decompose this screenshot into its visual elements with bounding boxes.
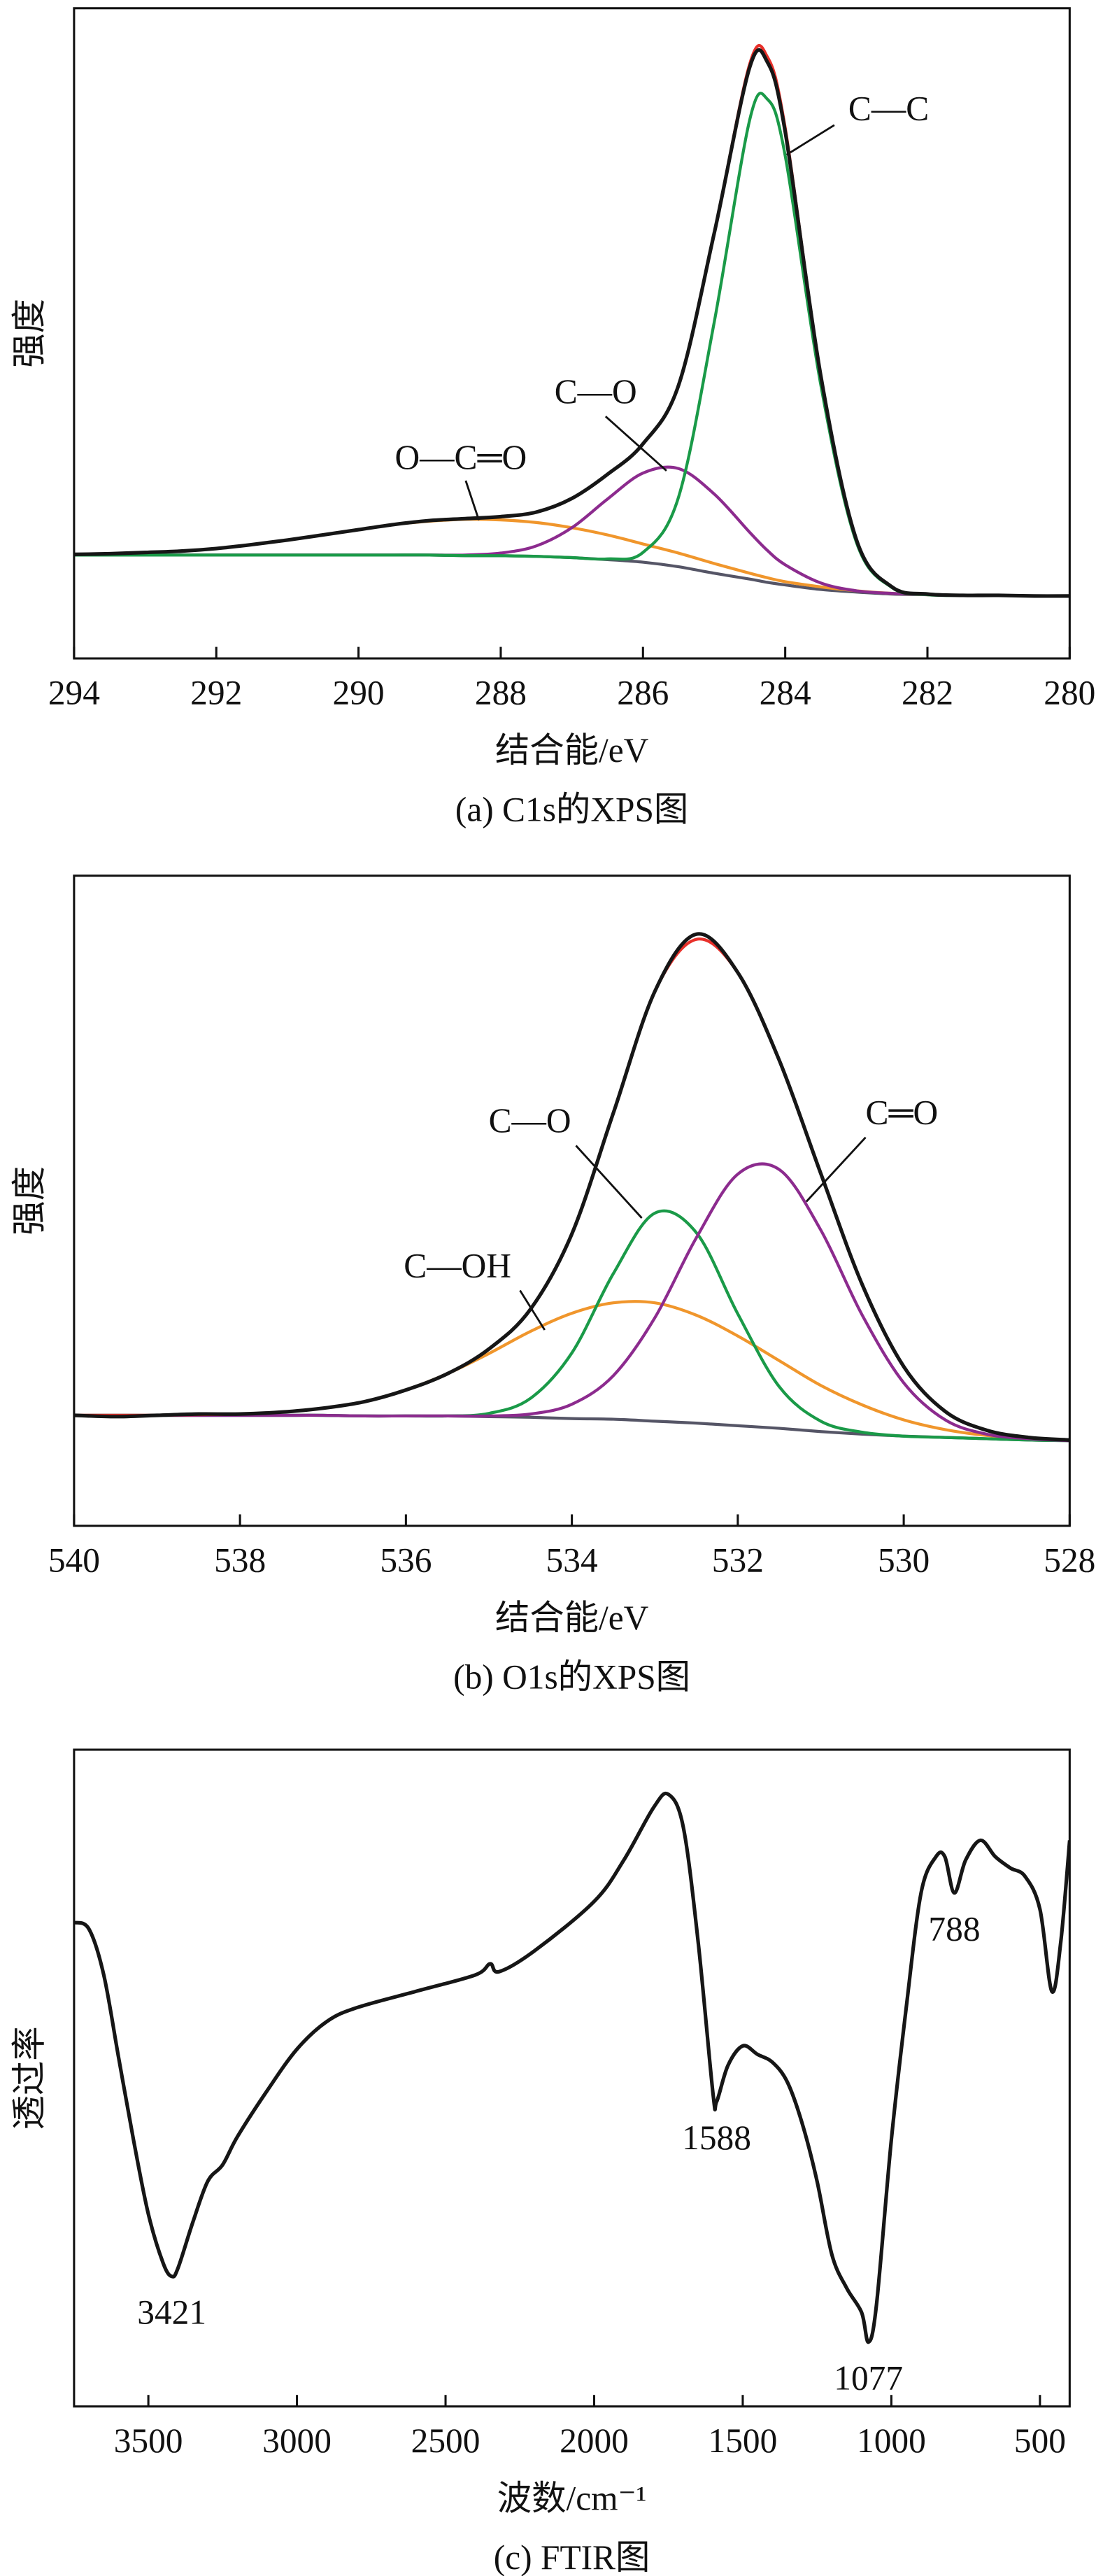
x-tick-label: 2000 (560, 2421, 629, 2460)
caption: (c) FTIR图 (494, 2538, 650, 2576)
y-axis-label: 透过率 (10, 2026, 48, 2130)
peak-annotation: C—O (489, 1101, 571, 1140)
peak-label: 1588 (682, 2118, 751, 2157)
plot-frame (73, 7, 1071, 660)
data-line (73, 465, 1070, 598)
plot-area: 3421 1588 1077 788 (73, 1791, 1070, 2397)
x-tick-label: 294 (48, 674, 100, 712)
data-line (73, 937, 1070, 1442)
peak-annotation: C—OH (404, 1246, 511, 1285)
x-tick-label: 290 (333, 674, 385, 712)
peak-label: 788 (928, 1909, 980, 1948)
x-tick-label: 540 (48, 1541, 100, 1579)
plot-area: O—C═O C—O C—C (73, 43, 1070, 598)
peak-annotation: C═O (866, 1093, 939, 1131)
caption: (b) O1s的XPS图 (453, 1657, 690, 1696)
x-tick-label: 528 (1044, 1541, 1095, 1579)
peak-label: 1077 (834, 2358, 903, 2397)
x-tick-label: 500 (1014, 2421, 1066, 2460)
plot-area: C—OH C—O C═O (73, 932, 1070, 1443)
data-line (73, 1162, 1070, 1443)
x-tick-label: 530 (878, 1541, 930, 1579)
x-tick-label: 2500 (411, 2421, 481, 2460)
x-tick-label: 280 (1044, 674, 1095, 712)
plot-frame (73, 875, 1071, 1527)
x-tick-label: 1500 (709, 2421, 778, 2460)
x-axis-label: 结合能/eV (495, 731, 649, 770)
caption: (a) C1s的XPS图 (455, 791, 688, 829)
leader-line (519, 1289, 546, 1331)
data-line (73, 553, 1070, 598)
x-tick-label: 292 (190, 674, 242, 712)
leader-line (575, 1145, 643, 1219)
plot-frame (73, 1748, 1071, 2408)
x-tick-label: 1000 (857, 2421, 926, 2460)
y-axis-label: 强度 (10, 299, 48, 368)
x-tick-label: 536 (380, 1541, 432, 1579)
data-line (73, 48, 1070, 598)
data-line (73, 43, 1070, 598)
data-line (73, 92, 1070, 598)
x-tick-label: 284 (760, 674, 811, 712)
y-axis-label: 强度 (10, 1166, 48, 1236)
x-tick-label: 282 (902, 674, 953, 712)
data-line (73, 1209, 1070, 1443)
x-tick-label: 532 (712, 1541, 764, 1579)
peak-annotation: C—O (555, 372, 637, 411)
x-tick-label: 286 (617, 674, 669, 712)
leader-line (805, 1136, 867, 1203)
peak-annotation: C—C (848, 89, 929, 127)
x-tick-label: 3000 (262, 2421, 332, 2460)
x-tick-label: 538 (214, 1541, 266, 1579)
leader-line (604, 416, 667, 472)
x-tick-label: 534 (546, 1541, 598, 1579)
peak-label: 3421 (137, 2293, 206, 2332)
leader-line (785, 124, 835, 156)
x-axis-label: 波数/cm⁻¹ (497, 2479, 647, 2517)
x-tick-label: 288 (475, 674, 527, 712)
x-tick-label: 3500 (114, 2421, 183, 2460)
peak-annotation: O—C═O (394, 438, 527, 476)
data-line (73, 932, 1070, 1442)
data-line (73, 1791, 1070, 2344)
x-axis-label: 结合能/eV (495, 1599, 649, 1637)
leader-line (464, 480, 481, 521)
